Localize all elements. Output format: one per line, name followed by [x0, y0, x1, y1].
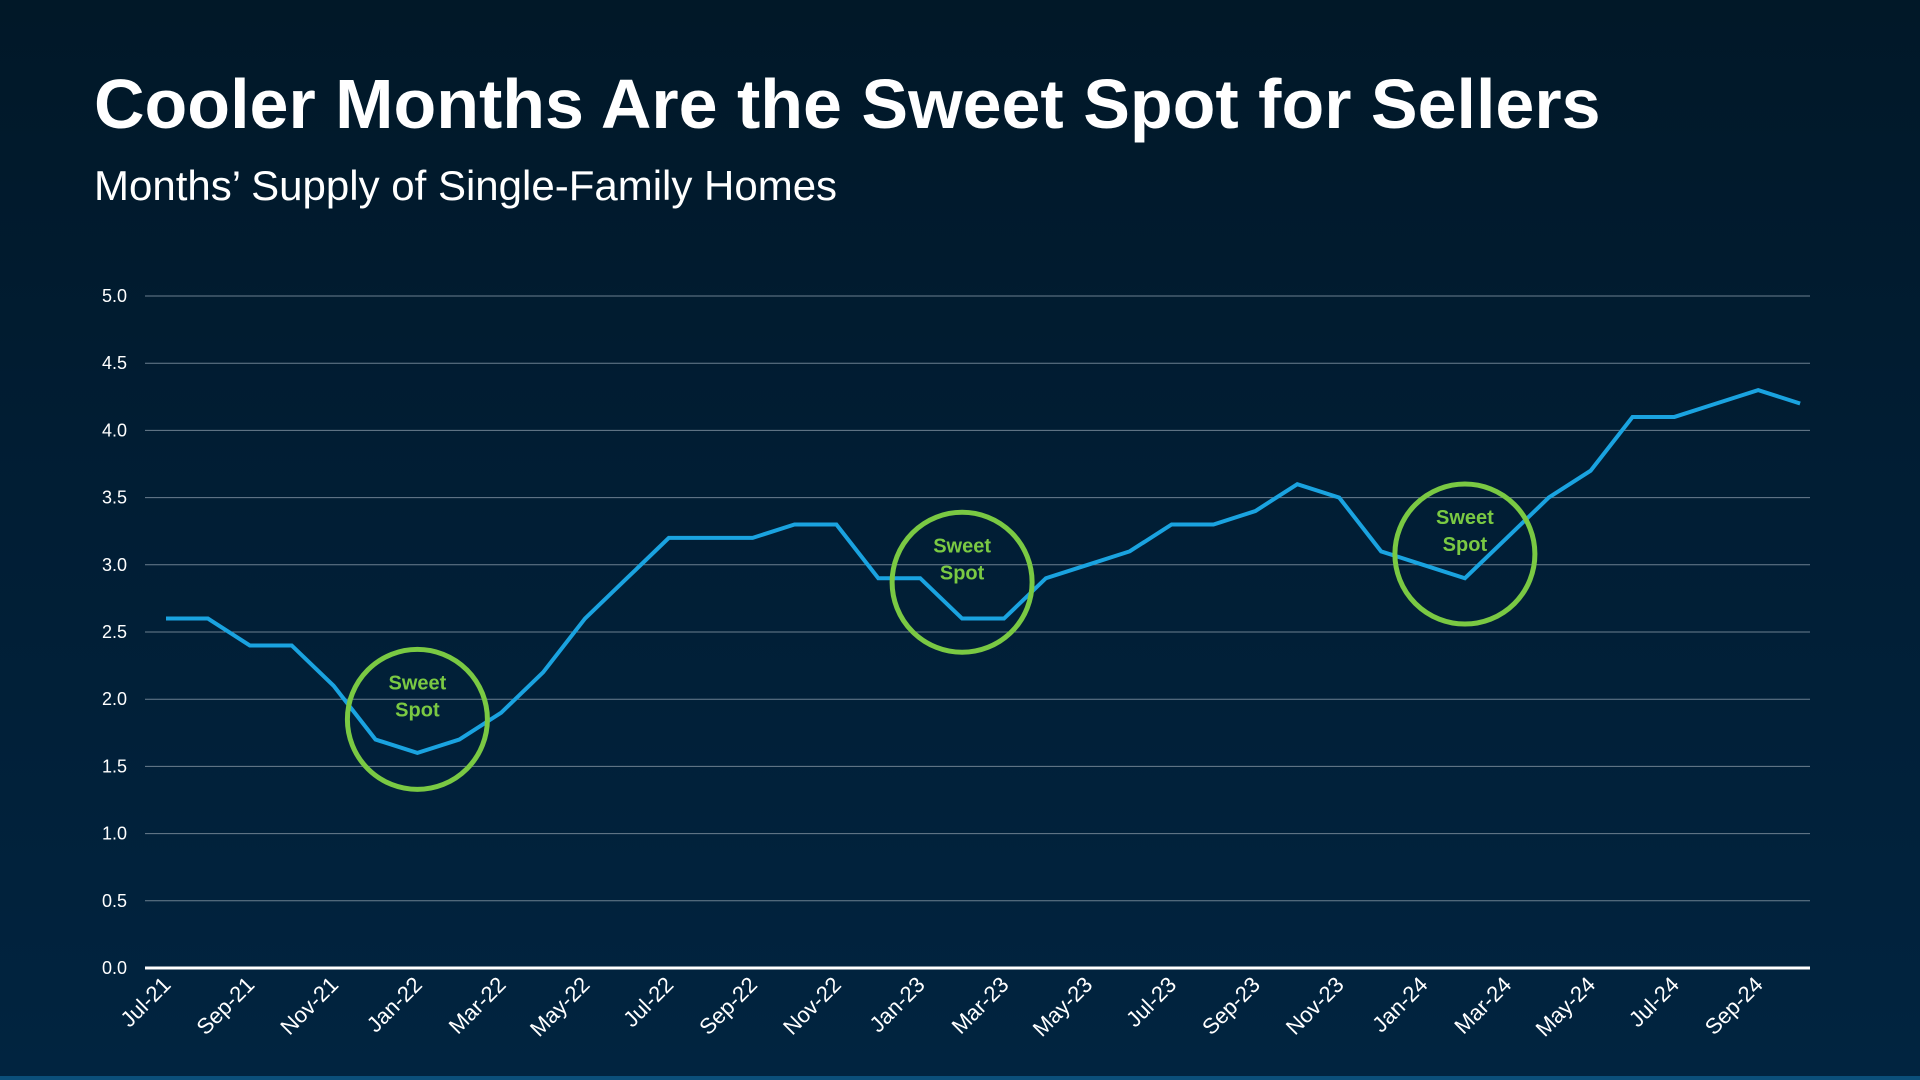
gridlines — [145, 295, 1810, 902]
x-tick-label: Nov-22 — [778, 972, 846, 1040]
x-tick-label: Jul-24 — [1624, 972, 1684, 1032]
y-tick-label: 2.5 — [102, 622, 127, 642]
y-tick-label: 1.0 — [102, 824, 127, 844]
x-tick-label: Sep-23 — [1197, 972, 1265, 1040]
y-tick-label: 5.0 — [102, 286, 127, 306]
sweet-spot-annotation: Sweet Spot — [344, 646, 490, 792]
sweet-spot-annotation: Sweet Spot — [889, 509, 1035, 655]
annotation-label: Spot — [1443, 534, 1488, 556]
highlight-circle — [344, 646, 490, 792]
slide-title: Cooler Months Are the Sweet Spot for Sel… — [94, 65, 1601, 143]
x-tick-label: Nov-21 — [275, 972, 343, 1040]
bottom-accent-strip — [0, 1076, 1920, 1080]
series-line — [166, 387, 1801, 756]
annotation-label: Spot — [395, 699, 440, 721]
sweet-spot-annotations: Sweet Spot Sweet Spot Sweet Spot — [344, 481, 1538, 792]
highlight-circle — [889, 509, 1035, 655]
x-tick-label: Sep-21 — [191, 972, 259, 1040]
x-tick-label: Sep-24 — [1700, 972, 1768, 1040]
x-tick-label: May-22 — [525, 972, 595, 1042]
sweet-spot-annotation: Sweet Spot — [1392, 481, 1538, 627]
annotation-label: Sweet — [1436, 507, 1494, 529]
x-tick-label: Jul-22 — [618, 972, 678, 1032]
x-tick-label: Jul-23 — [1121, 972, 1181, 1032]
highlight-circle — [1392, 481, 1538, 627]
x-tick-label: Jan-22 — [362, 972, 427, 1037]
chart-subtitle: Months’ Supply of Single-Family Homes — [94, 162, 838, 209]
x-tick-label: Jan-24 — [1367, 972, 1432, 1037]
y-tick-label: 3.5 — [102, 488, 127, 508]
y-tick-label: 0.5 — [102, 891, 127, 911]
series-lines — [166, 387, 1801, 756]
y-tick-label: 1.5 — [102, 756, 127, 776]
x-tick-label: Sep-22 — [694, 972, 762, 1040]
x-tick-label: Nov-23 — [1281, 972, 1349, 1040]
x-tick-label: Jan-23 — [864, 972, 929, 1037]
y-tick-label: 4.5 — [102, 353, 127, 373]
x-axis-tick-labels: Jul-21 Sep-21 Nov-21 Jan-22 Mar-22 May-22 Jul-… — [115, 972, 1767, 1042]
annotation-label: Sweet — [388, 672, 446, 694]
annotation-label: Sweet — [933, 535, 991, 557]
y-tick-label: 2.0 — [102, 689, 127, 709]
y-tick-label: 0.0 — [102, 958, 127, 978]
x-tick-label: Jul-21 — [115, 972, 175, 1032]
annotation-label: Spot — [940, 562, 985, 584]
x-tick-label: May-24 — [1531, 972, 1601, 1042]
x-tick-label: Mar-22 — [444, 972, 511, 1039]
x-tick-label: Mar-23 — [947, 972, 1014, 1039]
y-tick-label: 4.0 — [102, 420, 127, 440]
y-tick-label: 3.0 — [102, 555, 127, 575]
x-tick-label: Mar-24 — [1449, 972, 1516, 1039]
x-tick-label: May-23 — [1028, 972, 1098, 1042]
y-axis-tick-labels: 0.0 0.5 1.0 1.5 2.0 2.5 3.0 3.5 4.0 4.5 5.0 — [102, 286, 127, 978]
